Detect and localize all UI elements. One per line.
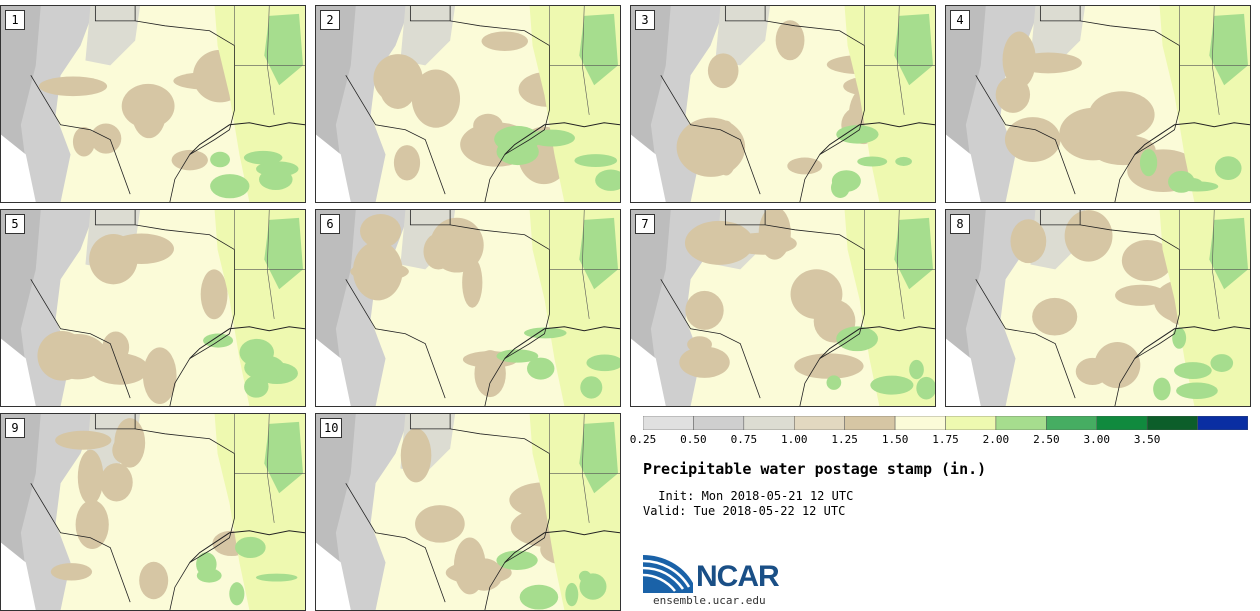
colorbar-segment xyxy=(642,415,694,431)
member-panel: 9 xyxy=(0,413,306,611)
member-panel: 6 xyxy=(315,209,621,407)
colorbar-tick-label: 1.75 xyxy=(932,433,959,446)
colorbar-segment xyxy=(693,415,745,431)
precipitable-water-map xyxy=(1,414,305,610)
member-panel: 7 xyxy=(630,209,936,407)
colorbar-tick-label: 3.00 xyxy=(1083,433,1111,446)
colorbar xyxy=(642,415,1249,431)
colorbar-tick-label: 3.50 xyxy=(1133,433,1161,446)
colorbar-segment xyxy=(894,415,946,431)
colorbar-segment xyxy=(794,415,845,431)
colorbar-tick-label: 0.75 xyxy=(730,433,758,446)
colorbar-segment xyxy=(1046,415,1097,431)
precipitable-water-map xyxy=(316,210,620,406)
precipitable-water-map xyxy=(316,6,620,202)
colorbar-svg xyxy=(642,415,1249,431)
member-number: 5 xyxy=(5,214,25,234)
colorbar-tick-label: 1.25 xyxy=(831,433,858,446)
member-number: 6 xyxy=(320,214,340,234)
member-panel: 4 xyxy=(945,5,1251,203)
member-number: 9 xyxy=(5,418,25,438)
colorbar-segment xyxy=(1146,415,1198,431)
colorbar-tick-label: 0.50 xyxy=(680,433,707,446)
precipitable-water-map xyxy=(316,414,620,610)
member-number: 2 xyxy=(320,10,340,30)
precipitable-water-map xyxy=(631,210,935,406)
colorbar-segment xyxy=(945,415,997,431)
member-number: 8 xyxy=(950,214,970,234)
chart-title: Precipitable water postage stamp (in.) xyxy=(643,460,987,478)
colorbar-segment xyxy=(844,415,896,431)
init-time: Init: Mon 2018-05-21 12 UTC xyxy=(651,489,854,503)
precipitable-water-map xyxy=(631,6,935,202)
precipitable-water-map xyxy=(946,210,1250,406)
colorbar-segment xyxy=(743,415,795,431)
member-panel: 2 xyxy=(315,5,621,203)
member-number: 3 xyxy=(635,10,655,30)
colorbar-tick-label: 0.25 xyxy=(629,433,657,446)
precipitable-water-map xyxy=(1,210,305,406)
colorbar-segment xyxy=(1197,415,1249,431)
colorbar-tick-label: 1.50 xyxy=(881,433,909,446)
member-panel: 8 xyxy=(945,209,1251,407)
colorbar-segment xyxy=(1096,415,1148,431)
ncar-logo-text: NCAR xyxy=(696,560,780,593)
member-panel: 10 xyxy=(315,413,621,611)
member-number: 1 xyxy=(5,10,25,30)
valid-time: Valid: Tue 2018-05-22 12 UTC xyxy=(643,504,846,518)
colorbar-tick-label: 1.00 xyxy=(781,433,808,446)
member-number: 10 xyxy=(320,418,343,438)
precipitable-water-map xyxy=(946,6,1250,202)
member-number: 7 xyxy=(635,214,655,234)
colorbar-segment xyxy=(995,415,1047,431)
colorbar-tick-label: 2.50 xyxy=(1033,433,1060,446)
colorbar-tick-label: 2.00 xyxy=(982,433,1010,446)
member-number: 4 xyxy=(950,10,970,30)
member-panel: 1 xyxy=(0,5,306,203)
member-panel: 5 xyxy=(0,209,306,407)
ncar-logo-icon xyxy=(643,555,693,593)
precipitable-water-map xyxy=(1,6,305,202)
ensemble-url: ensemble.ucar.edu xyxy=(653,594,766,607)
member-panel: 3 xyxy=(630,5,936,203)
